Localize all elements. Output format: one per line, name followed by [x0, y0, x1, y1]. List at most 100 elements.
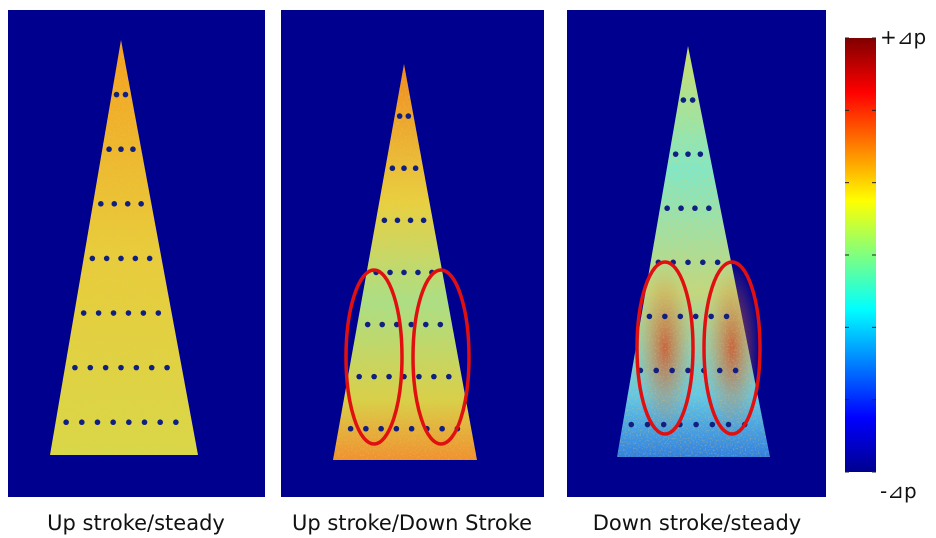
pressure-tap	[401, 165, 407, 172]
caption: Down stroke/steady	[593, 511, 802, 535]
pressure-tap	[113, 91, 120, 98]
pressure-tap	[146, 255, 153, 262]
pressure-tap	[378, 425, 384, 432]
pressure-tap	[692, 313, 699, 320]
pressure-tap	[132, 255, 139, 262]
pressure-tap	[87, 364, 94, 371]
pressure-tap	[133, 364, 140, 371]
pressure-tap	[446, 373, 452, 380]
pressure-tap	[102, 364, 109, 371]
pressure-tap	[103, 255, 110, 262]
pressure-tap	[118, 146, 124, 153]
pressure-tap	[672, 151, 679, 157]
pressure-tap	[122, 91, 129, 98]
colorbar-ticks	[845, 37, 876, 473]
pressure-tap	[118, 364, 124, 371]
highlight-ellipse	[702, 260, 762, 436]
pressure-tap	[381, 217, 388, 224]
panels	[8, 10, 826, 497]
pressure-tap	[124, 201, 131, 207]
pressure-tap	[422, 321, 429, 328]
pressure-tap	[693, 421, 699, 428]
caption: Up stroke/Down Stroke	[292, 511, 532, 535]
pressure-tap	[714, 259, 721, 266]
pressure-tap	[708, 313, 714, 320]
pressure-tap	[164, 364, 170, 371]
pressure-tap	[389, 165, 396, 172]
pressure-tap	[110, 310, 117, 316]
pressure-tap	[356, 373, 362, 380]
pressure-tap	[415, 269, 421, 276]
pressure-tap	[72, 364, 78, 371]
pressure-tap	[386, 373, 392, 380]
pressure-tap	[379, 321, 386, 328]
pressure-tap	[63, 419, 69, 426]
pressure-tap	[387, 269, 393, 276]
pressure-tap	[155, 310, 162, 316]
pressure-tap	[94, 419, 101, 426]
pressure-tap	[669, 367, 675, 374]
pressure-tap	[408, 321, 415, 328]
pressure-tap	[678, 205, 684, 212]
pressure-tap	[716, 367, 723, 374]
highlight-ellipse	[635, 260, 695, 436]
pressure-tap	[371, 373, 377, 380]
pressure-tap	[405, 113, 412, 119]
pressure-tap	[173, 419, 179, 426]
pressure-tap	[79, 419, 85, 426]
pressure-tap	[732, 367, 739, 374]
pressure-tap	[394, 217, 401, 224]
pressure-tap	[685, 367, 691, 374]
pressure-tap	[628, 421, 635, 428]
pressure-tap	[125, 310, 132, 316]
pressure-tap	[126, 419, 132, 426]
pressure-tap	[646, 313, 653, 320]
pressure-tap	[396, 113, 403, 119]
pressure-tap	[407, 217, 414, 224]
pressure-tap	[98, 201, 104, 207]
pressure-tap	[111, 201, 118, 207]
pressure-tap	[685, 259, 691, 266]
pressure-tap	[680, 97, 687, 103]
pressure-tap	[685, 151, 691, 157]
pressure-tap	[363, 425, 369, 432]
pressure-tap	[420, 217, 427, 224]
pressure-tap	[408, 425, 415, 432]
pressure-tap	[723, 313, 730, 320]
pressure-tap	[439, 425, 445, 432]
pressure-tap	[709, 421, 716, 428]
pressure-tap	[706, 205, 712, 212]
pressure-tap	[89, 255, 96, 262]
pressure-tap	[725, 421, 732, 428]
pressure-tap	[118, 255, 124, 262]
caption: Up stroke/steady	[47, 511, 225, 535]
pressure-tap	[664, 205, 670, 212]
pressure-tap	[662, 313, 668, 320]
pressure-tap	[431, 373, 437, 380]
highlight-ellipse	[411, 268, 471, 446]
pressure-tap	[700, 259, 706, 266]
pressure-tap	[157, 419, 163, 426]
pressure-tap	[689, 97, 696, 103]
pressure-tap	[692, 205, 698, 212]
pressure-tap	[416, 373, 422, 380]
pressure-tap	[347, 425, 354, 432]
pressure-tap	[95, 310, 102, 316]
pressure-tap	[401, 269, 407, 276]
pressure-tap	[364, 321, 371, 328]
pressure-tap	[80, 310, 87, 316]
pressure-tap	[437, 321, 444, 328]
pressure-tap	[138, 201, 144, 207]
highlight-ellipse	[344, 268, 404, 446]
pressure-tap	[644, 421, 651, 428]
pressure-tap	[653, 367, 660, 374]
pressure-tap	[141, 419, 148, 426]
pressure-tap	[130, 146, 136, 153]
pressure-tap	[697, 151, 704, 157]
pressure-tap	[677, 313, 684, 320]
colorbar-min-label: -⊿p	[880, 479, 917, 503]
pressure-tap	[106, 146, 112, 153]
colorbar	[845, 38, 876, 472]
pressure-tap	[140, 310, 147, 316]
